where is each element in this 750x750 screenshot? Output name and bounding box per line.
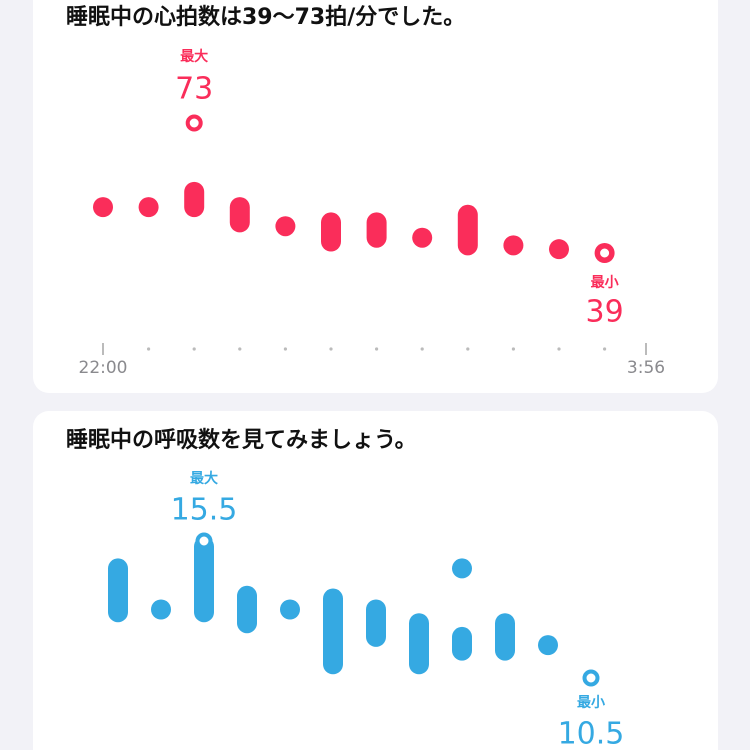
range-bar (321, 212, 341, 252)
range-bar (503, 235, 524, 256)
range-bar (366, 599, 386, 647)
max-marker (195, 532, 213, 550)
min-label: 最小 (577, 694, 605, 711)
range-bar (229, 197, 250, 233)
range-bar (237, 585, 257, 634)
heart-card (33, 0, 718, 393)
min-value: 10.5 (558, 717, 625, 750)
axis-dot (375, 347, 379, 351)
range-bar (151, 599, 171, 620)
resp-card (33, 411, 718, 750)
range-bar (93, 197, 113, 218)
range-bar (538, 635, 558, 656)
min-marker (596, 244, 614, 262)
axis-dot (466, 347, 470, 351)
max-marker (185, 114, 203, 132)
range-bar (549, 239, 569, 260)
max-label: 最大 (180, 48, 208, 65)
axis-dot (511, 347, 515, 351)
range-bar (275, 216, 296, 237)
x-label: 3:56 (627, 358, 665, 378)
range-bar (366, 212, 387, 248)
range-bar (184, 181, 205, 218)
range-bar (409, 613, 429, 675)
max-value: 15.5 (171, 493, 238, 528)
range-bar (457, 204, 478, 256)
axis-dot (147, 347, 151, 351)
min-label: 最小 (591, 274, 619, 291)
min-value: 39 (586, 295, 624, 330)
card-title: 睡眠中の心拍数は39〜73拍/分でした。 (66, 4, 465, 30)
range-bar (412, 227, 433, 248)
max-value: 73 (175, 72, 213, 107)
range-bar (194, 536, 214, 623)
axis-dot (557, 347, 561, 351)
axis-dot (283, 347, 287, 351)
max-label: 最大 (190, 470, 218, 487)
range-bar (323, 588, 343, 675)
range-bar (452, 626, 472, 661)
axis-dot (238, 347, 242, 351)
range-bar (280, 599, 300, 620)
extra-point (452, 558, 472, 579)
range-bar (138, 197, 159, 218)
card-title: 睡眠中の呼吸数を見てみましょう。 (66, 427, 417, 453)
axis-dot (420, 347, 424, 351)
min-marker (582, 669, 600, 687)
range-bar (108, 558, 128, 623)
x-label: 22:00 (79, 358, 128, 378)
axis-dot (603, 347, 607, 351)
axis-dot (329, 347, 333, 351)
range-bar (495, 613, 515, 661)
axis-dot (192, 347, 196, 351)
